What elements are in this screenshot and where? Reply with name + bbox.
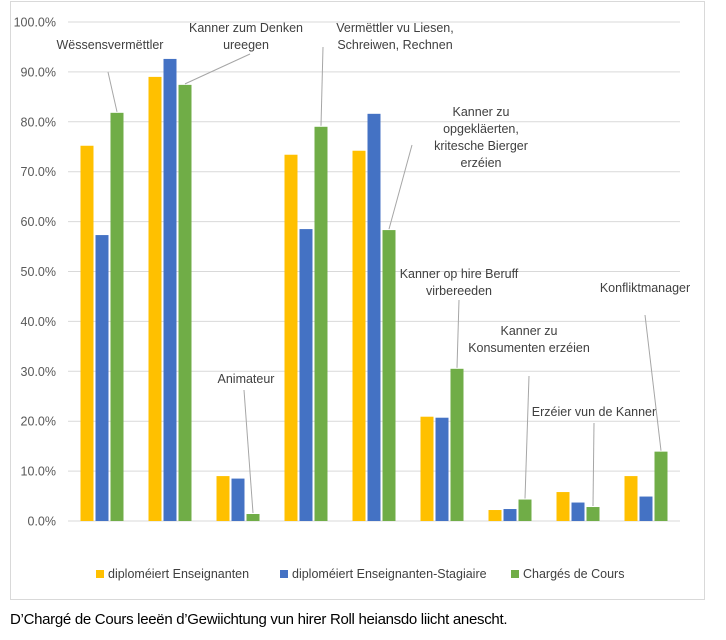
bar [314, 126, 328, 521]
y-tick-label: 70.0% [21, 165, 56, 179]
bar [450, 368, 464, 521]
y-tick-label: 90.0% [21, 65, 56, 79]
annotation-leader-line [456, 299, 460, 368]
y-tick-label: 60.0% [21, 215, 56, 229]
bar [163, 58, 177, 522]
bar [80, 145, 94, 521]
bar [352, 150, 366, 521]
bar [110, 112, 124, 522]
bar [148, 76, 162, 521]
annotation-label: Wëssensvermëttler [57, 38, 164, 52]
bar [95, 235, 109, 521]
bar [367, 113, 381, 521]
legend-swatch [280, 570, 288, 578]
y-tick-label: 0.0% [28, 515, 57, 529]
chart-caption: D’Chargé de Cours leeën d’Gewiichtung vu… [10, 611, 508, 628]
bar [178, 84, 192, 522]
annotation-leader-line [524, 375, 530, 499]
legend-swatch [511, 570, 519, 578]
annotation-label: Kanner zum Denken ureegen [189, 21, 303, 52]
y-tick-label: 50.0% [21, 265, 56, 279]
annotation-label: Animateur [218, 372, 275, 386]
annotation-leader-line [592, 422, 595, 507]
y-tick-label: 80.0% [21, 115, 56, 129]
y-tick-label: 10.0% [21, 465, 56, 479]
bar [586, 507, 600, 521]
bar [231, 478, 245, 521]
y-tick-label: 20.0% [21, 415, 56, 429]
annotation-leader-line [243, 389, 254, 514]
y-tick-label: 40.0% [21, 315, 56, 329]
annotation-leader-line [320, 46, 324, 126]
y-tick-label: 30.0% [21, 365, 56, 379]
annotation-leader-line [107, 71, 118, 112]
bar [216, 476, 230, 521]
annotation-label: Kanner op hire Beruff virbereeden [400, 267, 519, 298]
bar-chart: 0.0% 10.0% 20.0% 30.0% 40.0% 50.0% 60.0% 70.0% 8… [14, 16, 691, 582]
bar [503, 509, 517, 521]
annotation-label: Erzéier vun de Kanner [532, 405, 656, 419]
bar [420, 416, 434, 521]
legend-swatch [96, 570, 104, 578]
legend-label: diploméiert Enseignanten-Stagiaire [292, 567, 487, 581]
annotation-leader-line [184, 53, 251, 85]
bar [246, 514, 260, 521]
bar [639, 496, 653, 521]
bar [571, 502, 585, 521]
bar [624, 476, 638, 521]
legend-label: diploméiert Enseignanten [108, 567, 249, 581]
bar [654, 451, 668, 521]
bar [488, 510, 502, 521]
annotation-label: Vermëttler vu Liesen, Schreiwen, Rechnen [336, 21, 453, 52]
bar [518, 499, 532, 521]
annotation-leader-line [388, 144, 413, 230]
annotation-label: Kanner zu opgekläerten, kritesche Bierger e… [434, 105, 528, 170]
bar [435, 417, 449, 521]
annotation-label: Kanner zu Konsumenten erzéien [468, 324, 590, 355]
annotation-label: Konfliktmanager [600, 281, 690, 295]
bar [382, 230, 396, 521]
bar [556, 492, 570, 521]
bar [299, 229, 313, 521]
legend-label: Chargés de Cours [523, 567, 624, 581]
bar [284, 154, 298, 521]
annotation-leader-line [644, 314, 662, 451]
y-tick-label: 100.0% [14, 16, 56, 30]
